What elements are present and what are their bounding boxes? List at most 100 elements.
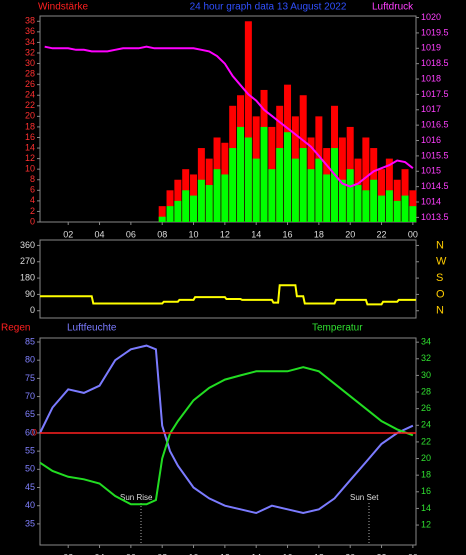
y-tick-label: 50 (25, 464, 35, 474)
y2-tick-label: 22 (421, 436, 431, 446)
wind-bar (362, 190, 370, 222)
series-line (40, 284, 416, 306)
wind-bar (221, 174, 229, 222)
y-tick-label: 65 (25, 409, 35, 419)
y-tick-label: 70 (25, 391, 35, 401)
wind-bar (166, 206, 174, 222)
y-tick-label: 38 (25, 16, 35, 26)
y-tick-label: 55 (25, 446, 35, 456)
y-tick-label: 18 (25, 121, 35, 131)
x-tick-label: 00 (408, 552, 418, 555)
y2-tick-label: 1013.5 (421, 212, 449, 222)
y-tick-label: 40 (25, 500, 35, 510)
y-tick-label: 35 (25, 518, 35, 528)
y2-tick-label: N (436, 239, 444, 251)
x-tick-label: 22 (377, 229, 387, 239)
y-tick-label: 28 (25, 68, 35, 78)
wind-bar (291, 158, 299, 222)
y2-tick-label: 1018.5 (421, 58, 449, 68)
y2-tick-label: 1019.5 (421, 27, 449, 37)
wind-bar (244, 137, 252, 222)
y2-tick-label: 32 (421, 353, 431, 363)
y-tick-label: 20 (25, 111, 35, 121)
y-tick-label: 34 (25, 37, 35, 47)
pressure-label: Luftdruck (372, 2, 414, 13)
series-line (39, 344, 414, 515)
wind-bar (307, 169, 315, 222)
wind-bar (276, 148, 284, 222)
plot-frame (39, 239, 417, 319)
x-tick-label: 18 (314, 229, 324, 239)
wind-bar (190, 195, 198, 222)
x-tick-label: 14 (251, 229, 261, 239)
humidity-label: Luftfeuchte (67, 323, 117, 334)
temperature-label: Temperatur (312, 323, 363, 334)
wind-bar (205, 185, 213, 222)
wind-bar (252, 158, 260, 222)
y-tick-label: 26 (25, 79, 35, 89)
wind-bar (331, 148, 339, 222)
y-tick-label: 180 (20, 272, 35, 282)
x-tick-label: 04 (95, 229, 105, 239)
wind-bar (354, 185, 362, 222)
x-tick-label: 04 (95, 552, 105, 555)
x-tick-label: 14 (251, 552, 261, 555)
wind-bar (229, 148, 237, 222)
y-tick-label: 6 (30, 185, 35, 195)
y2-tick-label: S (436, 272, 443, 284)
wind-bar (346, 169, 354, 222)
wind-bar (158, 216, 166, 222)
wind-bar (284, 132, 292, 222)
y-tick-label: 10 (25, 164, 35, 174)
wind-bar (315, 158, 323, 222)
x-tick-label: 20 (345, 229, 355, 239)
x-tick-label: 02 (63, 552, 73, 555)
y2-tick-label: N (436, 305, 444, 317)
wind-bar (174, 200, 182, 222)
y2-tick-label: 34 (421, 337, 431, 347)
wind-bar (299, 148, 307, 222)
y-tick-label: 32 (25, 47, 35, 57)
y2-tick-label: 1019 (421, 43, 441, 53)
sunset-label: Sun Set (350, 493, 379, 502)
y2-tick-label: 12 (421, 519, 431, 529)
y-tick-label: 8 (30, 174, 35, 184)
y2-tick-label: 1016 (421, 135, 441, 145)
x-tick-label: 16 (283, 229, 293, 239)
y2-tick-label: 26 (421, 403, 431, 413)
y-tick-label: 0 (30, 216, 35, 226)
y2-tick-label: W (436, 256, 447, 268)
x-tick-label: 00 (408, 229, 418, 239)
wind-bar (323, 174, 331, 222)
y-tick-label: 80 (25, 355, 35, 365)
wind-bar (182, 190, 190, 222)
x-tick-label: 06 (126, 552, 136, 555)
y2-tick-label: 1014 (421, 196, 441, 206)
wind-bar (197, 179, 205, 222)
y2-tick-label: 18 (421, 470, 431, 480)
y2-tick-label: O (436, 288, 445, 300)
x-tick-label: 22 (377, 552, 387, 555)
y2-tick-label: 24 (421, 420, 431, 430)
x-tick-label: 18 (314, 552, 324, 555)
y-tick-label: 85 (25, 336, 35, 346)
y2-tick-label: 1016.5 (421, 120, 449, 130)
x-tick-label: 16 (283, 552, 293, 555)
y-tick-label: 2 (30, 206, 35, 216)
y-tick-label: 75 (25, 373, 35, 383)
wind-bar (378, 195, 386, 222)
x-tick-label: 06 (126, 229, 136, 239)
series-line (39, 366, 414, 506)
y2-tick-label: 1020 (421, 12, 441, 22)
wind-bar (338, 179, 346, 222)
x-tick-label: 02 (63, 229, 73, 239)
y-tick-label: 36 (25, 26, 35, 36)
x-tick-label: 12 (220, 552, 230, 555)
y2-tick-label: 1015.5 (421, 150, 449, 160)
y-tick-label: 22 (25, 100, 35, 110)
y-tick-label: 270 (20, 256, 35, 266)
y-tick-label: 12 (25, 153, 35, 163)
y2-tick-label: 1017.5 (421, 89, 449, 99)
x-tick-label: 08 (157, 552, 167, 555)
